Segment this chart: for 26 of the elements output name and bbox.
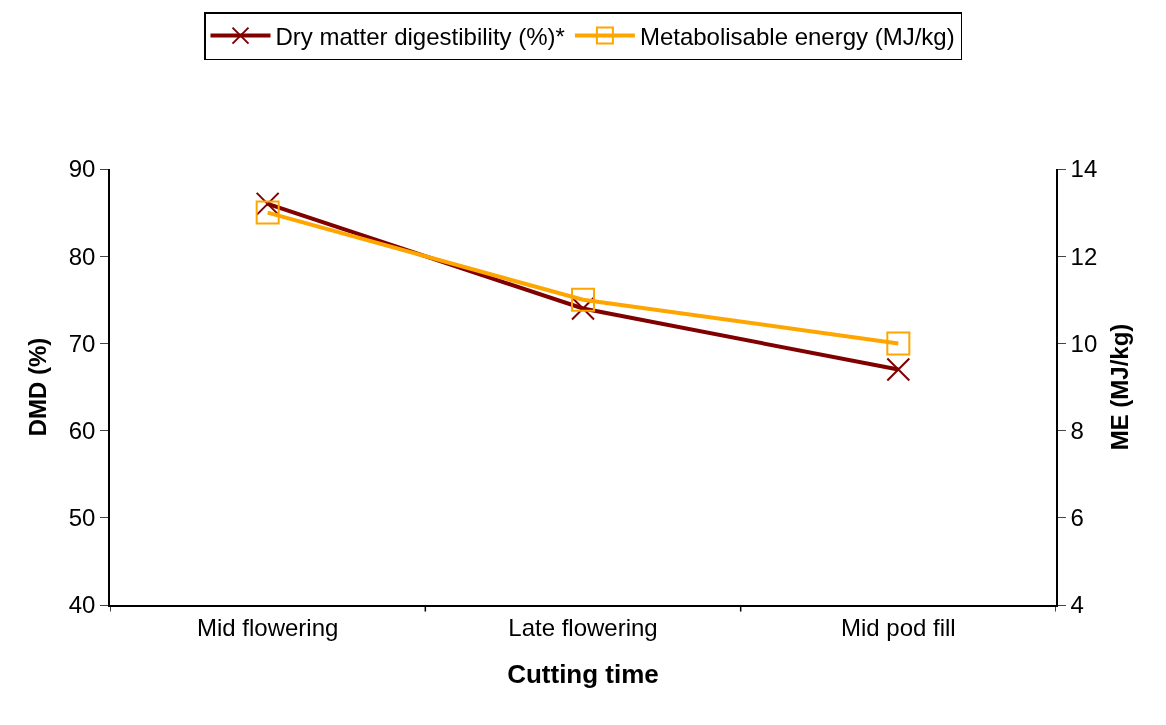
y2-tick-label: 12 xyxy=(1070,242,1098,270)
x-axis-title: Cutting time xyxy=(507,658,659,689)
y-tick-label: 80 xyxy=(68,242,96,270)
legend-label: Dry matter digestibility (%)* xyxy=(275,22,565,50)
y2-tick-label: 10 xyxy=(1070,329,1098,357)
y-tick-label: 60 xyxy=(68,417,96,444)
point xyxy=(886,357,911,382)
x-tick-label: Late flowering xyxy=(508,613,658,641)
y2-tick-label: 4 xyxy=(1070,591,1084,619)
y-axis-title: DMD (%) xyxy=(24,337,52,437)
y-tick-label: 50 xyxy=(68,504,96,532)
y2-tick-label: 6 xyxy=(1070,504,1084,532)
x-tick-label: Mid pod fill xyxy=(840,613,956,641)
y-tick-label: 70 xyxy=(68,329,96,357)
y2-tick-label: 8 xyxy=(1070,417,1084,444)
point xyxy=(886,331,911,356)
y2-axis-title: ME (MJ/kg) xyxy=(1106,323,1134,451)
point xyxy=(571,287,595,312)
legend-label: Metabolisable energy (MJ/kg) xyxy=(639,22,955,50)
point xyxy=(571,296,595,321)
point xyxy=(255,191,280,216)
y-tick-label: 90 xyxy=(68,155,96,183)
x-tick-label: Mid flowering xyxy=(196,613,339,641)
point xyxy=(255,200,280,225)
y2-tick-label: 14 xyxy=(1070,155,1098,183)
y-tick-label: 40 xyxy=(68,591,96,619)
